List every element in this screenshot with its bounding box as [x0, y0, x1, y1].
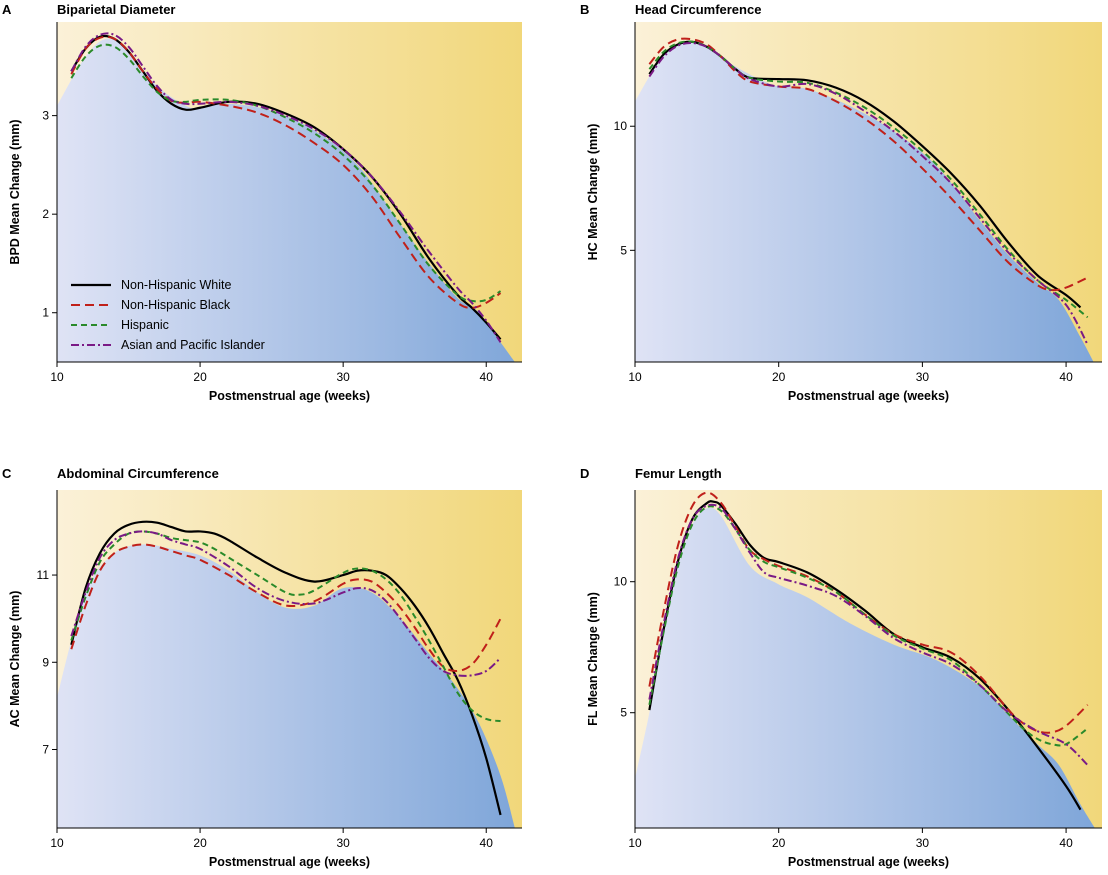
- y-tick-label: 9: [42, 655, 49, 669]
- x-tick-label: 30: [336, 370, 350, 384]
- x-tick-label: 10: [628, 836, 642, 850]
- plot-background-bottom: [635, 507, 1095, 828]
- series-line-black: [648, 37, 1089, 292]
- panel-a: 10 20 30 40 1 2 3 A Biparietal Diameter Postmenst…: [2, 2, 522, 403]
- y-axis-label: HC Mean Change (mm): [586, 124, 600, 261]
- x-axis-label: Postmenstrual age (weeks): [788, 855, 949, 869]
- panel-c: 10 20 30 40 7 9 11 C Abdominal Circumference Post…: [2, 466, 522, 869]
- series-line-black: [70, 543, 502, 673]
- y-tick-label: 7: [42, 742, 49, 756]
- y-tick-label: 5: [620, 243, 627, 257]
- legend-label-black: Non-Hispanic Black: [121, 298, 231, 312]
- panel-letter: C: [2, 466, 12, 481]
- panel-title: Biparietal Diameter: [57, 2, 176, 17]
- legend-label-white: Non-Hispanic White: [121, 278, 232, 292]
- x-tick-label: 20: [772, 836, 786, 850]
- series-line-black: [648, 491, 1089, 734]
- x-axis-label: Postmenstrual age (weeks): [209, 389, 370, 403]
- plot-background-bottom: [57, 544, 515, 828]
- legend: Non-Hispanic White Non-Hispanic Black Hisp…: [71, 278, 265, 352]
- y-axis-label: FL Mean Change (mm): [586, 592, 600, 726]
- panel-title: Abdominal Circumference: [57, 466, 219, 481]
- x-tick-label: 40: [1059, 836, 1073, 850]
- plot-background-bottom: [635, 41, 1094, 362]
- y-tick-label: 11: [37, 568, 50, 582]
- x-tick-label: 40: [1059, 370, 1073, 384]
- x-tick-label: 30: [916, 370, 930, 384]
- y-tick-label: 10: [614, 119, 628, 133]
- series-line-hispanic: [70, 43, 502, 303]
- y-tick-label: 1: [42, 306, 49, 320]
- legend-label-hispanic: Hispanic: [121, 318, 169, 332]
- y-axis-label: BPD Mean Change (mm): [8, 119, 22, 264]
- x-tick-label: 20: [193, 370, 207, 384]
- x-tick-label: 20: [193, 836, 207, 850]
- panel-title: Femur Length: [635, 466, 722, 481]
- series-line-asian: [70, 530, 502, 677]
- plot-background-bottom: [57, 38, 515, 362]
- x-tick-label: 20: [772, 370, 786, 384]
- x-axis-label: Postmenstrual age (weeks): [209, 855, 370, 869]
- panel-letter: A: [2, 2, 12, 17]
- series-line-asian: [648, 42, 1089, 346]
- panel-title: Head Circumference: [635, 2, 761, 17]
- series-line-hispanic: [648, 505, 1089, 747]
- y-tick-label: 3: [42, 109, 49, 123]
- panel-d: 10 20 30 40 5 10 D Femur Length Postmenstrual ag…: [580, 466, 1102, 869]
- x-tick-label: 10: [628, 370, 642, 384]
- series-line-black: [70, 35, 502, 309]
- x-axis-label: Postmenstrual age (weeks): [788, 389, 949, 403]
- x-tick-label: 30: [916, 836, 930, 850]
- x-tick-label: 40: [480, 836, 494, 850]
- x-tick-label: 40: [480, 370, 494, 384]
- panel-letter: D: [580, 466, 589, 481]
- y-tick-label: 10: [614, 575, 628, 589]
- x-tick-label: 10: [50, 836, 64, 850]
- y-tick-label: 2: [42, 207, 49, 221]
- series-line-white: [70, 520, 502, 816]
- panel-letter: B: [580, 2, 589, 17]
- y-axis-label: AC Mean Change (mm): [8, 591, 22, 728]
- series-line-asian: [648, 503, 1089, 766]
- y-tick-label: 5: [620, 706, 627, 720]
- legend-label-asian: Asian and Pacific Islander: [121, 338, 265, 352]
- series-line-asian: [70, 32, 502, 343]
- x-tick-label: 10: [50, 370, 64, 384]
- panel-b: 10 20 30 40 5 10 B Head Circumference Postmenstr…: [580, 2, 1102, 403]
- x-tick-label: 30: [336, 836, 350, 850]
